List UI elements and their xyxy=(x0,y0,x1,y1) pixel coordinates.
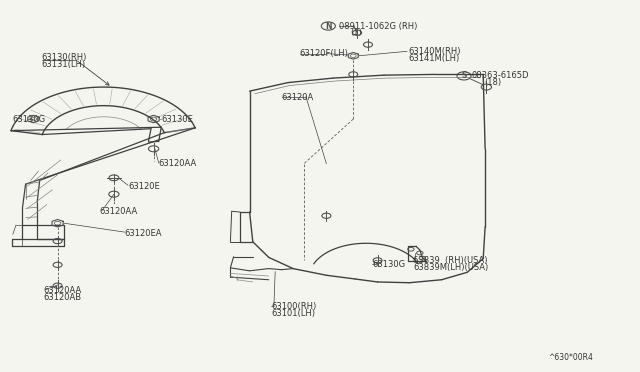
Text: 63100(RH): 63100(RH) xyxy=(271,302,317,311)
Text: 63120AA: 63120AA xyxy=(99,207,138,216)
Text: 63120E: 63120E xyxy=(128,182,160,191)
Text: 63839  (RH)(USA): 63839 (RH)(USA) xyxy=(413,256,488,265)
Text: 63130E: 63130E xyxy=(161,115,193,124)
Text: S: S xyxy=(461,71,467,80)
Text: 63101(LH): 63101(LH) xyxy=(271,309,316,318)
Text: 63120AA: 63120AA xyxy=(159,159,197,168)
Text: 63130G: 63130G xyxy=(372,260,406,269)
Text: 63120A: 63120A xyxy=(282,93,314,102)
Text: ^630*00R4: ^630*00R4 xyxy=(548,353,593,362)
Text: 63141M(LH): 63141M(LH) xyxy=(408,54,460,63)
Text: 63131(LH): 63131(LH) xyxy=(42,60,86,69)
Text: (1): (1) xyxy=(351,28,362,37)
Text: 63130(RH): 63130(RH) xyxy=(42,53,87,62)
Text: N: N xyxy=(325,22,332,31)
Text: 63120AB: 63120AB xyxy=(44,293,82,302)
Text: 08911-1062G (RH): 08911-1062G (RH) xyxy=(339,22,417,31)
Text: 63120F(LH): 63120F(LH) xyxy=(300,49,348,58)
Text: (18): (18) xyxy=(484,78,501,87)
Text: 63839M(LH)(USA): 63839M(LH)(USA) xyxy=(413,263,489,272)
Text: 63120EA: 63120EA xyxy=(125,229,163,238)
Text: 08363-6165D: 08363-6165D xyxy=(471,71,529,80)
Text: 63130G: 63130G xyxy=(13,115,46,124)
Text: 63140M(RH): 63140M(RH) xyxy=(408,47,461,56)
Text: 63120AA: 63120AA xyxy=(44,286,82,295)
